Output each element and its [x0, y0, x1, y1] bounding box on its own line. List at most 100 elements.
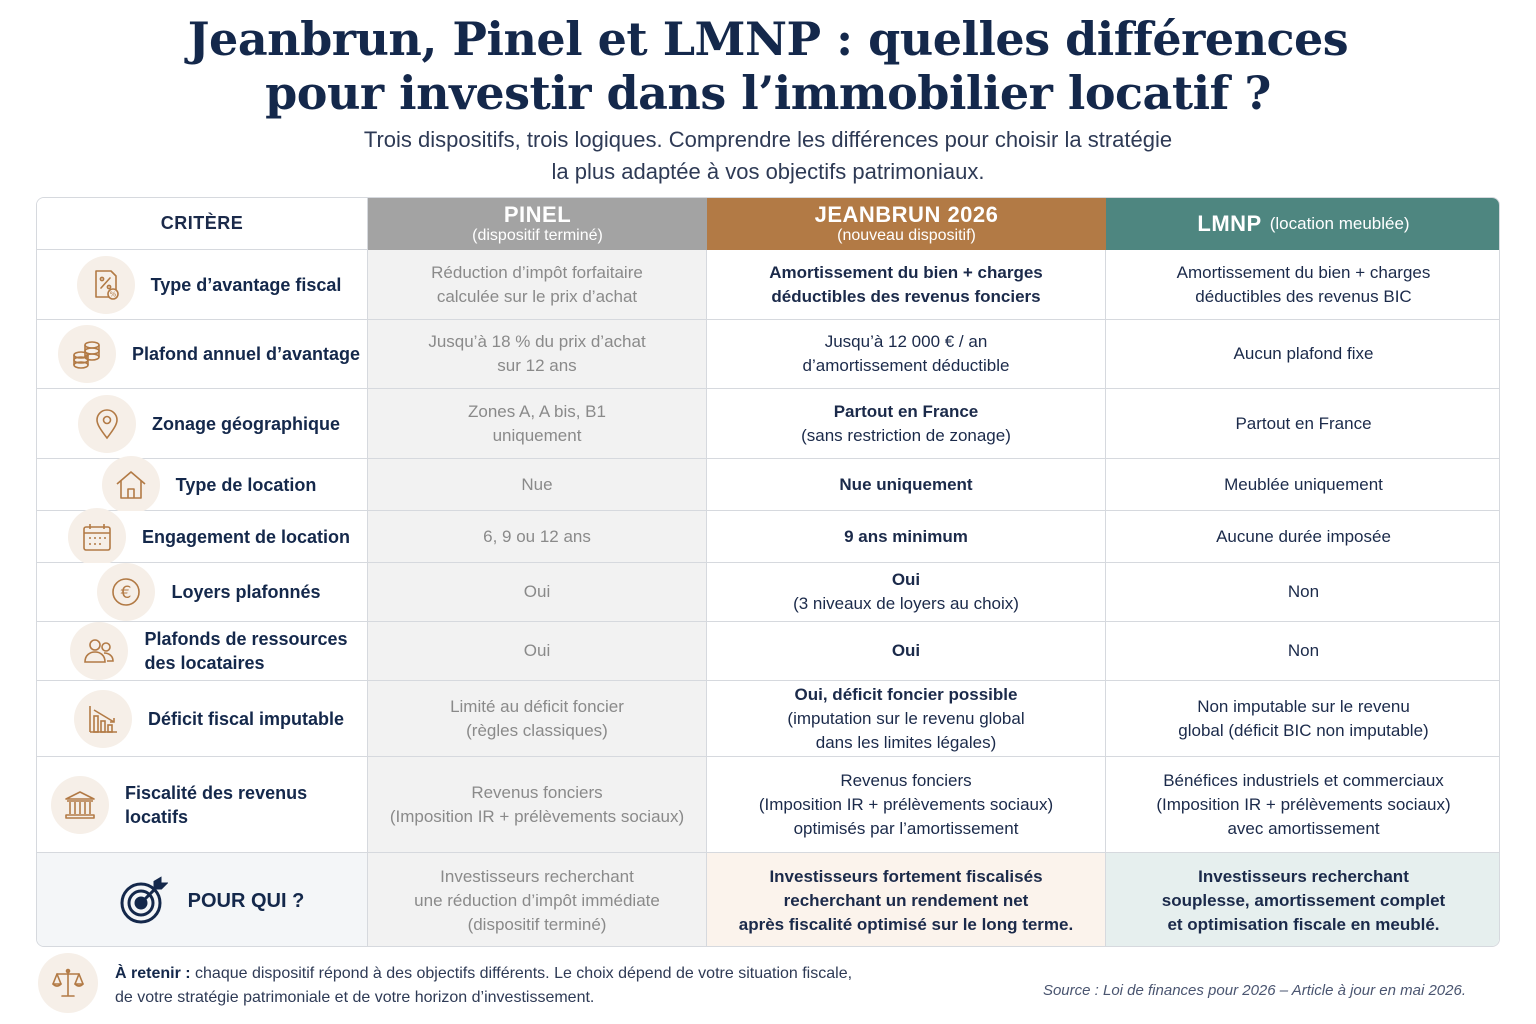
jeanbrun-cell-line: Nue uniquement	[839, 474, 973, 494]
pinel-cell-line: (règles classiques)	[466, 720, 608, 740]
pinel-cell-line: 6, 9 ou 12 ans	[483, 526, 591, 546]
jeanbrun-cell-line: Jusqu’à 12 000 € / an	[824, 332, 988, 351]
jeanbrun-cell-line: recherchant un rendement net	[783, 890, 1029, 910]
footer-note: À retenir : chaque dispositif répond à d…	[115, 962, 975, 1010]
lmnp-cell-line: Aucun plafond fixe	[1233, 344, 1374, 363]
pinel-cell: Zones A, A bis, B1 uniquement	[368, 389, 707, 458]
jeanbrun-cell-line: (3 niveaux de loyers au choix)	[793, 594, 1019, 613]
lmnp-cell-line: souplesse, amortissement complet	[1161, 890, 1446, 910]
pinel-cell: Oui	[368, 622, 707, 680]
pinel-cell: Limité au déficit foncier (règles classiq…	[368, 681, 707, 756]
pinel-cell: Nue	[368, 459, 707, 510]
table-row: € Loyers plafonnés Oui Oui (3 niveaux de loy…	[37, 563, 1499, 622]
lmnp-cell-line: Investisseurs recherchant	[1198, 866, 1409, 886]
jeanbrun-cell-line: Amortissement du bien + charges	[769, 262, 1043, 282]
comparison-table: CRITÈRE PINEL (dispositif terminé) JEANB…	[36, 197, 1500, 947]
table-row: % Type d’avantage fiscal Réduction d’impôt…	[37, 250, 1499, 320]
jeanbrun-cell-line: Partout en France	[833, 401, 979, 421]
pinel-cell-line: (Imposition IR + prélèvements sociaux)	[389, 806, 685, 826]
lmnp-cell: Aucune durée imposée	[1106, 511, 1499, 562]
pinel-cell: Oui	[368, 563, 707, 621]
jeanbrun-cell-line: Oui, déficit foncier possible	[794, 684, 1018, 704]
calendar-icon	[67, 507, 126, 566]
users-icon	[70, 622, 129, 680]
criterion-label: Engagement de location	[142, 525, 350, 549]
lmnp-cell: Partout en France	[1106, 389, 1499, 458]
criterion-cell: Engagement de location	[37, 507, 368, 566]
lmnp-cell-line: déductibles des revenus BIC	[1195, 286, 1412, 306]
criterion-label: Déficit fiscal imputable	[148, 707, 344, 731]
pinel-cell-line: une réduction d’impôt immédiate	[414, 890, 660, 910]
target-icon	[114, 872, 172, 930]
title-line-1: Jeanbrun, Pinel et LMNP : quelles différ…	[187, 12, 1349, 66]
table-row: Plafond annuel d’avantage Jusqu’à 18 % du…	[37, 320, 1499, 389]
lmnp-cell: Bénéfices industriels et commerciaux (Imp…	[1106, 757, 1499, 852]
footer-note-text-1: chaque dispositif répond à des objectifs…	[190, 965, 853, 982]
house-icon	[101, 455, 160, 514]
svg-text:%: %	[109, 290, 116, 298]
footer-note-text-2: de votre stratégie patrimoniale et de vo…	[115, 989, 595, 1006]
criterion-cell: Plafonds de ressources des locataires	[37, 622, 368, 680]
pinel-cell-line: Réduction d’impôt forfaitaire	[431, 262, 643, 282]
header-criterion: CRITÈRE	[37, 198, 368, 250]
pinel-cell-line: calculée sur le prix d’achat	[436, 286, 638, 306]
header-lmnp-name: LMNP	[1197, 211, 1262, 236]
footer-note-label: À retenir :	[115, 965, 191, 982]
criterion-label: POUR QUI ?	[188, 889, 305, 913]
criterion-label-line: Type d’avantage fiscal	[150, 274, 342, 295]
jeanbrun-cell: Nue uniquement	[707, 459, 1106, 510]
criterion-label-line: Engagement de location	[141, 526, 351, 547]
coins-icon	[57, 325, 116, 383]
pinel-cell-line: Oui	[523, 582, 551, 601]
jeanbrun-cell: Investisseurs fortement fiscalisés recher…	[707, 853, 1106, 946]
lmnp-cell-line: Non	[1287, 582, 1320, 601]
lmnp-cell-line: global (déficit BIC non imputable)	[1178, 720, 1429, 740]
pinel-cell-line: (dispositif terminé)	[467, 914, 607, 934]
criterion-label: Type d’avantage fiscal	[151, 273, 342, 297]
title-line-2: pour investir dans l’immobilier locatif …	[265, 66, 1271, 120]
jeanbrun-cell-line: déductibles des revenus fonciers	[771, 286, 1041, 306]
lmnp-cell: Non	[1106, 563, 1499, 621]
criterion-cell: POUR QUI ?	[37, 853, 368, 946]
subtitle-line-2: la plus adaptée à vos objectifs patrimon…	[551, 159, 985, 184]
jeanbrun-cell: 9 ans minimum	[707, 511, 1106, 562]
pinel-cell-line: sur 12 ans	[497, 356, 577, 375]
criterion-label-line: Type de location	[175, 474, 317, 495]
jeanbrun-cell: Partout en France (sans restriction de zo…	[707, 389, 1106, 458]
criterion-cell: Zonage géographique	[37, 389, 368, 458]
header-pinel-sub: (dispositif terminé)	[472, 227, 603, 244]
header-jeanbrun-name: JEANBRUN 2026	[814, 202, 999, 227]
jeanbrun-cell: Oui, déficit foncier possible (imputation…	[707, 681, 1106, 756]
criterion-label: Fiscalité des revenus locatifs	[125, 781, 367, 829]
jeanbrun-cell-line: d’amortissement déductible	[802, 356, 1010, 375]
pinel-cell-line: Zones A, A bis, B1	[468, 401, 606, 421]
jeanbrun-cell-line: Oui	[891, 641, 921, 660]
jeanbrun-cell-line: dans les limites légales)	[815, 732, 997, 752]
lmnp-cell-line: Non imputable sur le revenu	[1197, 696, 1410, 716]
pinel-cell: Réduction d’impôt forfaitaire calculée su…	[368, 250, 707, 319]
lmnp-cell-line: Aucune durée imposée	[1216, 526, 1391, 546]
lmnp-cell: Amortissement du bien + charges déductibl…	[1106, 250, 1499, 319]
table-row: Engagement de location 6, 9 ou 12 ans 9 an…	[37, 507, 1499, 566]
jeanbrun-cell: Jusqu’à 12 000 € / an d’amortissement déd…	[707, 320, 1106, 388]
jeanbrun-cell: Revenus fonciers (Imposition IR + prélève…	[707, 757, 1106, 852]
table-row: Type de location Nue Nue uniquement Meublée…	[37, 455, 1499, 514]
lmnp-cell-line: Non	[1287, 641, 1320, 660]
table-row: POUR QUI ? Investisseurs recherchant une r…	[37, 853, 1499, 946]
jeanbrun-cell-line: optimisés par l’amortissement	[793, 818, 1019, 838]
criterion-label-line: Plafonds de ressources	[144, 629, 348, 649]
jeanbrun-cell-line: Investisseurs fortement fiscalisés	[769, 866, 1043, 886]
lmnp-cell: Meublée uniquement	[1106, 459, 1499, 510]
jeanbrun-cell: Amortissement du bien + charges déductibl…	[707, 250, 1106, 319]
criterion-cell: Type de location	[37, 455, 368, 514]
page-title: Jeanbrun, Pinel et LMNP : quelles différ…	[0, 12, 1536, 120]
pinel-cell-line: Jusqu’à 18 % du prix d’achat	[428, 332, 646, 351]
lmnp-cell-line: Bénéfices industriels et commerciaux	[1163, 770, 1444, 790]
criterion-label: Type de location	[176, 473, 317, 497]
header-pinel: PINEL (dispositif terminé)	[368, 198, 707, 250]
percent-document-icon: %	[76, 255, 135, 314]
source-note: Source : Loi de finances pour 2026 – Art…	[1042, 982, 1466, 999]
criterion-cell: Déficit fiscal imputable	[37, 681, 368, 756]
criterion-label: Loyers plafonnés	[171, 580, 320, 604]
header-jeanbrun-sub: (nouveau dispositif)	[837, 227, 976, 244]
